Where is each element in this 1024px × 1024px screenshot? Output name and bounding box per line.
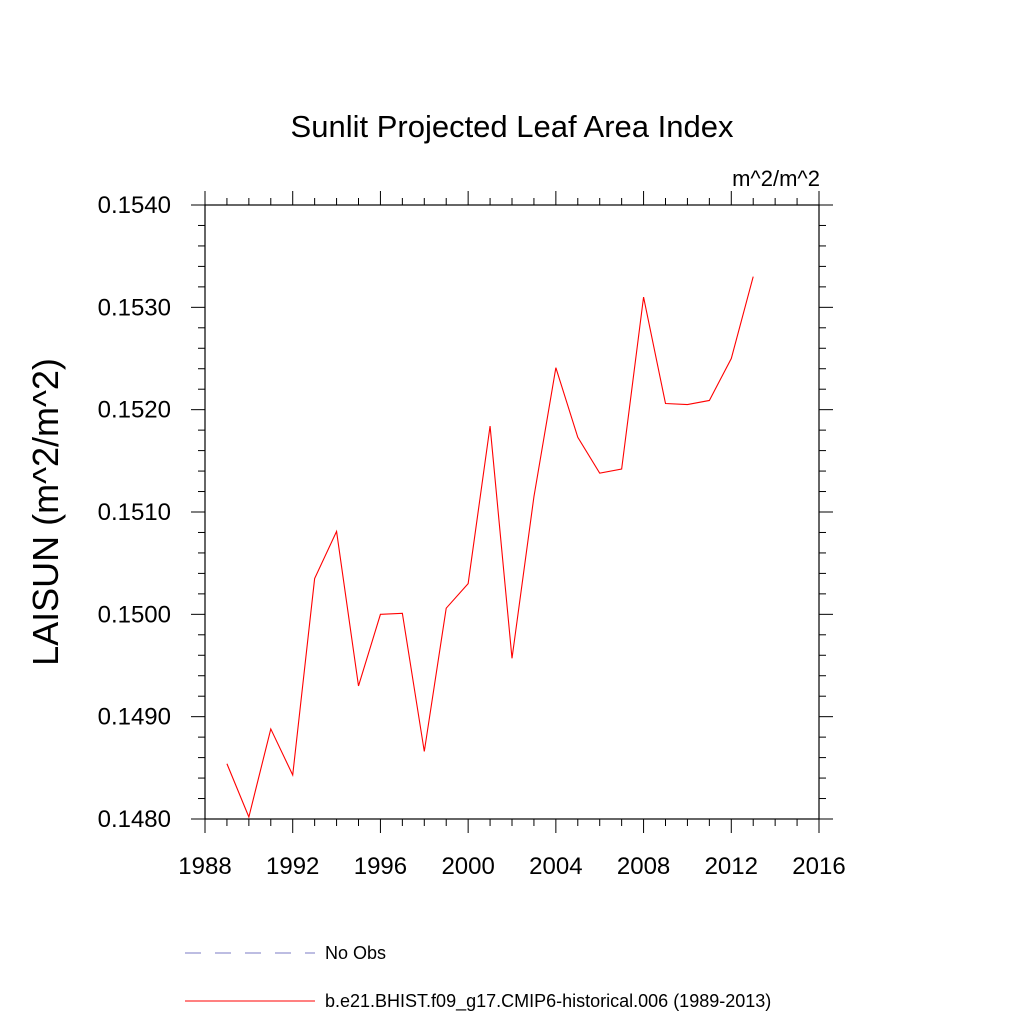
- series-layer: [226, 276, 754, 819]
- plot-frame: [204, 204, 820, 820]
- x-tick-label: 1988: [178, 853, 231, 880]
- x-tick-label: 2012: [705, 853, 758, 880]
- chart-title: Sunlit Projected Leaf Area Index: [291, 109, 734, 144]
- y-tick-label: 0.1510: [98, 499, 171, 526]
- x-tick-label: 2016: [792, 853, 845, 880]
- y-tick-label: 0.1540: [98, 192, 171, 219]
- series-line-1: [226, 276, 754, 819]
- x-tick-label: 2000: [441, 853, 494, 880]
- x-tick-label: 2004: [529, 853, 582, 880]
- y-tick-label: 0.1500: [98, 601, 171, 628]
- legend-label-historical: b.e21.BHIST.f09_g17.CMIP6-historical.006…: [325, 991, 771, 1012]
- legend-label-no-obs: No Obs: [325, 943, 386, 963]
- axis-tick-labels: 1988 1992 1996 2000 2004 2008 2012 2016 0.1480 0.…: [98, 192, 846, 880]
- units-label: m^2/m^2: [732, 166, 820, 191]
- y-tick-label: 0.1530: [98, 294, 171, 321]
- axis-ticks: [191, 191, 833, 833]
- x-tick-label: 2008: [617, 853, 670, 880]
- x-tick-label: 1992: [266, 853, 319, 880]
- y-tick-label: 0.1480: [98, 806, 171, 833]
- legend: No Obs b.e21.BHIST.f09_g17.CMIP6-histori…: [185, 943, 771, 1012]
- x-tick-label: 1996: [354, 853, 407, 880]
- y-axis-label: LAISUN (m^2/m^2): [25, 358, 66, 666]
- y-tick-label: 0.1520: [98, 397, 171, 424]
- y-tick-label: 0.1490: [98, 704, 171, 731]
